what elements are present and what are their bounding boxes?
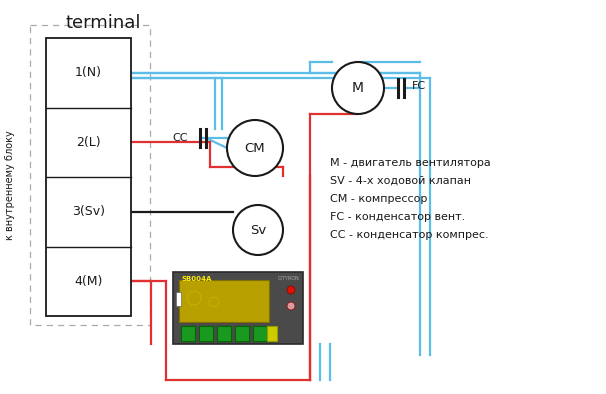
- Text: CM: CM: [245, 141, 265, 154]
- Circle shape: [233, 205, 283, 255]
- Bar: [181, 326, 195, 341]
- Circle shape: [227, 120, 283, 176]
- Text: terminal: terminal: [65, 14, 141, 32]
- Bar: [199, 326, 213, 341]
- Text: CC: CC: [172, 133, 188, 143]
- Text: M: M: [352, 81, 364, 95]
- Text: 1(N): 1(N): [75, 66, 102, 79]
- Text: CC - конденсатор компрес.: CC - конденсатор компрес.: [330, 230, 488, 240]
- Text: 2(L): 2(L): [76, 136, 101, 149]
- Bar: [30, 25, 150, 325]
- Bar: [217, 326, 231, 341]
- Bar: [267, 326, 277, 341]
- Text: 4(M): 4(M): [75, 275, 102, 288]
- Text: FC: FC: [412, 81, 426, 91]
- Circle shape: [209, 297, 219, 307]
- Bar: [235, 326, 249, 341]
- Circle shape: [187, 291, 201, 305]
- Bar: [173, 272, 303, 344]
- Circle shape: [287, 302, 295, 310]
- Bar: [176, 292, 181, 306]
- Bar: [253, 326, 267, 341]
- Circle shape: [332, 62, 384, 114]
- Text: FC - конденсатор вент.: FC - конденсатор вент.: [330, 212, 465, 222]
- Text: к внутреннему блоку: к внутреннему блоку: [5, 130, 15, 240]
- Bar: [179, 280, 269, 322]
- Text: SV - 4-х ходовой клапан: SV - 4-х ходовой клапан: [330, 176, 471, 186]
- Bar: [46, 38, 131, 316]
- Circle shape: [287, 286, 295, 294]
- Text: CM - компрессор: CM - компрессор: [330, 194, 427, 204]
- Text: Sv: Sv: [250, 223, 266, 236]
- Text: CITYRON: CITYRON: [278, 276, 299, 281]
- Text: SB004A: SB004A: [181, 276, 211, 282]
- Text: 3(Sv): 3(Sv): [72, 205, 105, 218]
- Text: M - двигатель вентилятора: M - двигатель вентилятора: [330, 158, 491, 168]
